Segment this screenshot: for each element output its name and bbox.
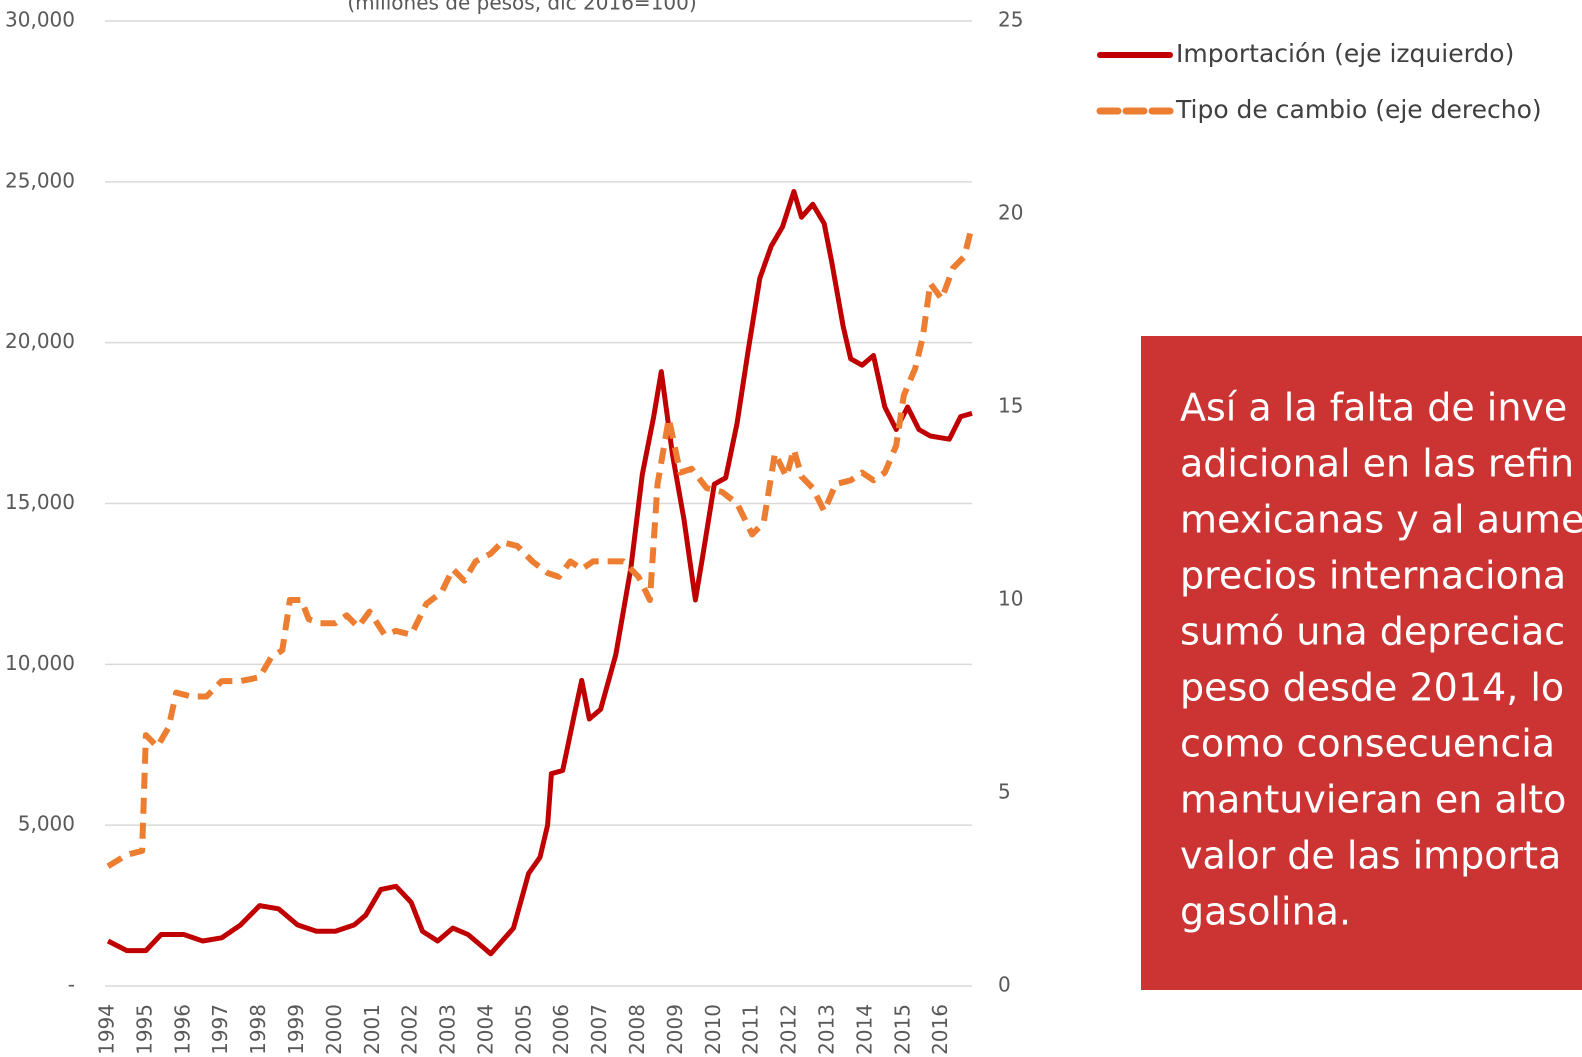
x-tick-label: 2001 — [360, 1004, 384, 1055]
x-tick-label: 2016 — [928, 1004, 952, 1055]
annotation-box — [1141, 336, 1582, 990]
x-tick-label: 2009 — [663, 1004, 687, 1055]
y-tick-label: 30,000 — [5, 8, 75, 32]
y2-tick-label: 5 — [998, 780, 1011, 804]
series-line — [106, 224, 975, 869]
x-tick-label: 2005 — [511, 1004, 535, 1055]
annotation-line: gasolina. — [1180, 890, 1351, 934]
annotation-line: valor de las importa — [1180, 834, 1561, 878]
annotation-line: mexicanas y al aume — [1180, 498, 1582, 542]
x-tick-label: 1999 — [284, 1004, 308, 1055]
y-tick-label: - — [68, 973, 75, 997]
x-tick-label: 2015 — [890, 1004, 914, 1055]
x-tick-label: 2006 — [549, 1004, 573, 1055]
x-tick-label: 2004 — [473, 1004, 497, 1055]
annotation-line: sumó una depreciac — [1180, 610, 1565, 654]
y2-tick-label: 25 — [998, 8, 1023, 32]
x-tick-label: 1998 — [246, 1004, 270, 1055]
y2-tick-label: 20 — [998, 201, 1023, 225]
x-tick-label: 1994 — [95, 1004, 119, 1055]
annotation-line: como consecuencia — [1180, 722, 1555, 766]
x-tick-label: 1997 — [208, 1004, 232, 1055]
x-tick-label: 2002 — [398, 1004, 422, 1055]
y-tick-label: 10,000 — [5, 651, 75, 675]
x-tick-label: 2008 — [625, 1004, 649, 1055]
legend-label: Importación (eje izquierdo) — [1176, 39, 1514, 68]
y2-tick-label: 15 — [998, 394, 1023, 418]
y2-tick-label: 10 — [998, 587, 1023, 611]
x-tick-label: 2011 — [739, 1004, 763, 1055]
x-tick-label: 2013 — [815, 1004, 839, 1055]
annotation-line: Así a la falta de inve — [1180, 386, 1567, 430]
x-tick-label: 1995 — [132, 1004, 156, 1055]
annotation-line: mantuvieran en alto — [1180, 778, 1566, 822]
x-tick-label: 2000 — [322, 1004, 346, 1055]
legend-label: Tipo de cambio (eje derecho) — [1175, 95, 1542, 124]
x-tick-label: 2003 — [436, 1004, 460, 1055]
series-line — [106, 189, 973, 957]
annotation-line: precios internaciona — [1180, 554, 1566, 598]
y2-tick-label: 0 — [998, 973, 1011, 997]
y-tick-label: 25,000 — [5, 168, 75, 192]
annotation-line: peso desde 2014, lo — [1180, 666, 1564, 710]
y-tick-label: 20,000 — [5, 329, 75, 353]
chart-subtitle: (millones de pesos, dic 2016=100) — [347, 0, 696, 15]
annotation-line: adicional en las refin — [1180, 442, 1574, 486]
x-tick-label: 1996 — [170, 1004, 194, 1055]
y-tick-label: 15,000 — [5, 490, 75, 514]
x-tick-label: 2007 — [587, 1004, 611, 1055]
x-tick-label: 2014 — [852, 1004, 876, 1055]
x-tick-label: 2010 — [701, 1004, 725, 1055]
x-tick-label: 2012 — [777, 1004, 801, 1055]
y-tick-label: 5,000 — [18, 812, 75, 836]
